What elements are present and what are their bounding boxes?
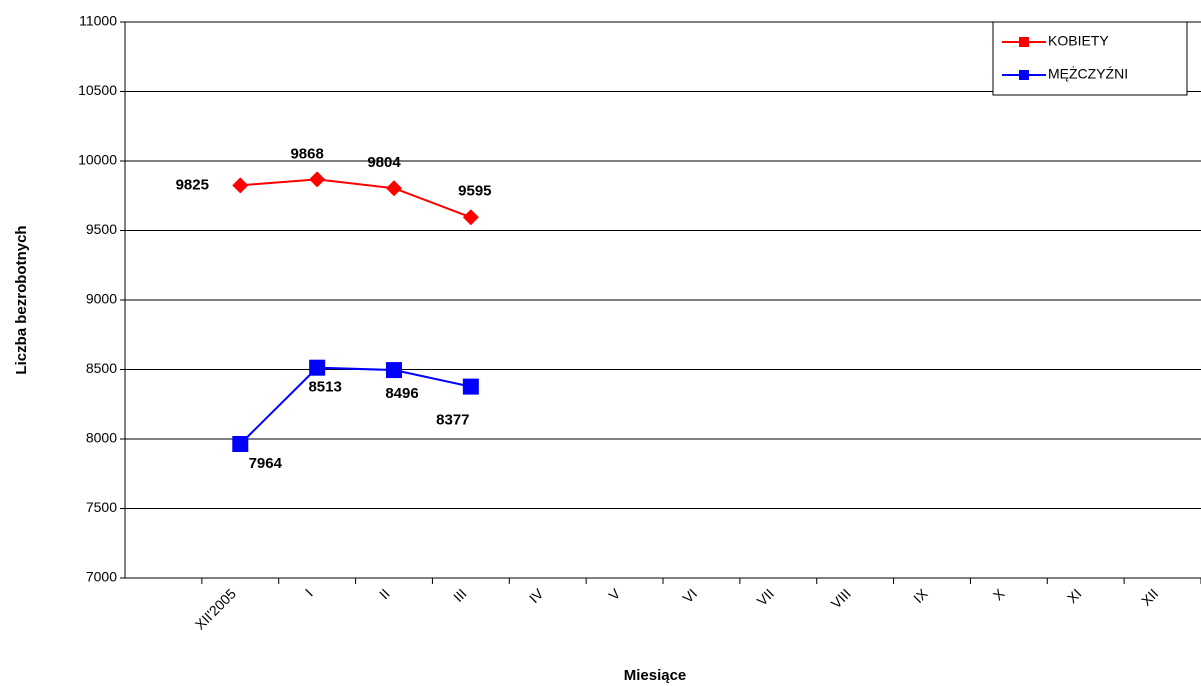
legend-marker	[1019, 70, 1029, 80]
data-label: 9868	[290, 145, 323, 162]
data-label: 9595	[458, 182, 491, 199]
x-tick-label: XII	[1138, 585, 1161, 608]
data-label: 8377	[436, 412, 469, 429]
data-label: 9825	[176, 176, 209, 193]
series-line	[239, 366, 472, 445]
point	[386, 362, 402, 379]
data-label: 8496	[385, 385, 418, 402]
point	[386, 180, 402, 197]
x-tick-label: II	[376, 585, 393, 602]
y-tick-label: 9500	[86, 221, 117, 237]
point	[232, 177, 249, 194]
x-tick-label: XI	[1064, 585, 1085, 606]
x-tick-label: VIII	[828, 585, 854, 611]
legend-box	[992, 21, 1188, 96]
x-tick-label: VII	[754, 585, 777, 608]
point	[232, 436, 249, 453]
series-line	[240, 178, 472, 219]
x-tick-label: X	[990, 585, 1008, 603]
y-tick-label: 10000	[78, 152, 117, 168]
x-tick-label: IV	[526, 585, 547, 606]
legend-label: KOBIETY	[1048, 33, 1109, 49]
x-tick-label: XII'2005	[192, 585, 239, 632]
x-axis-title: Miesiące	[624, 667, 687, 684]
x-tick-label: I	[302, 585, 316, 599]
y-tick-label: 8000	[86, 430, 117, 446]
point	[462, 209, 479, 226]
y-tick-label: 7500	[86, 499, 117, 515]
x-tick-label: VI	[679, 585, 700, 606]
y-axis-title: Liczba bezrobotnych	[13, 225, 30, 374]
point	[309, 171, 326, 188]
y-tick-label: 7000	[86, 569, 117, 585]
data-label: 7964	[249, 455, 283, 472]
x-tick-label: III	[450, 585, 470, 605]
point	[462, 378, 479, 395]
point	[309, 359, 326, 376]
x-tick-label: V	[605, 585, 623, 603]
legend-label: MĘŻCZYŹNI	[1048, 65, 1128, 82]
legend-marker	[1019, 37, 1029, 47]
y-tick-label: 8500	[86, 360, 117, 376]
y-tick-label: 10500	[78, 82, 117, 98]
y-tick-label: 11000	[79, 13, 117, 29]
data-label: 8513	[308, 379, 341, 396]
data-label: 9804	[367, 154, 401, 171]
y-tick-label: 9000	[86, 291, 117, 307]
x-tick-label: IX	[910, 585, 931, 606]
